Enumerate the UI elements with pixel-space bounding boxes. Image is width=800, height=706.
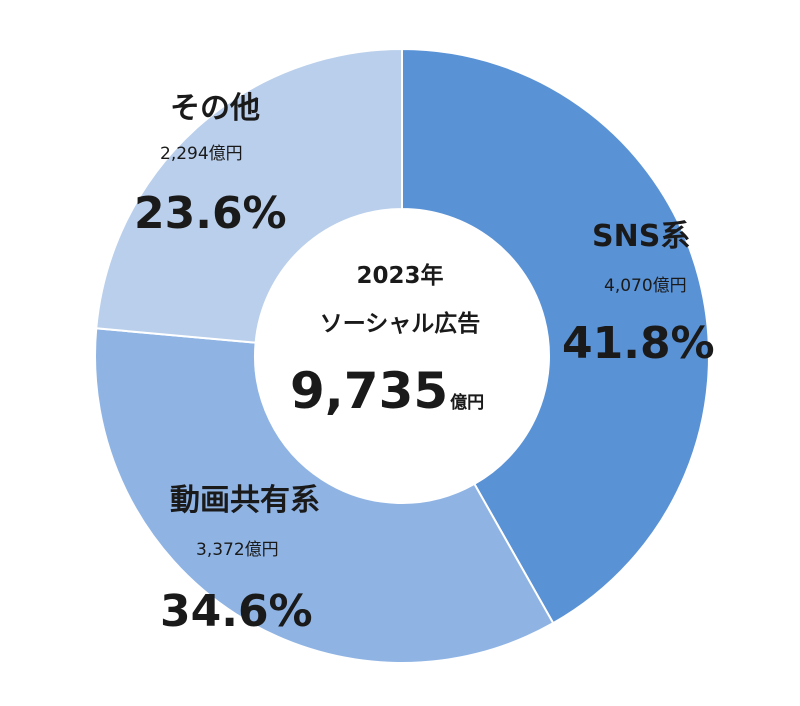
slice-label-video-name: 動画共有系 [170, 483, 320, 518]
slice-label-sns-name: SNS系 [592, 219, 691, 254]
donut-hole [255, 209, 549, 503]
slice-label-video-percent: 34.6% [160, 586, 313, 637]
center-label: ソーシャル広告 [319, 311, 481, 337]
center-total-value: 9,735 [290, 362, 449, 420]
slice-label-sns-amount: 4,070億円 [604, 276, 687, 296]
slice-label-other-name: その他 [170, 91, 260, 126]
slice-label-sns-percent: 41.8% [562, 318, 715, 369]
slice-label-video-amount: 3,372億円 [196, 540, 279, 560]
slice-label-other-amount: 2,294億円 [160, 144, 243, 164]
center-total: 9,735 億円 [290, 366, 484, 416]
slice-label-other-percent: 23.6% [134, 188, 287, 239]
center-total-unit: 億円 [450, 393, 485, 413]
center-year: 2023年 [356, 263, 444, 289]
